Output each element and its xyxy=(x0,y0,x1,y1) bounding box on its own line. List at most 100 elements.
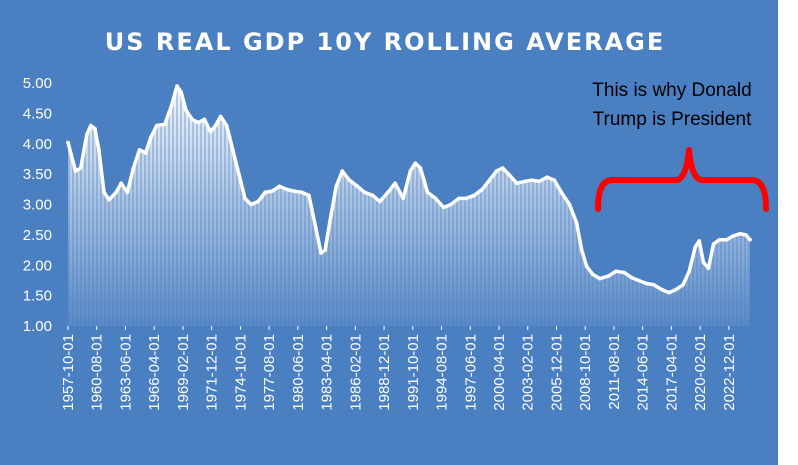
data-point xyxy=(231,148,235,152)
x-tick-label: 1957-10-01 xyxy=(60,334,77,411)
data-point xyxy=(179,90,183,94)
data-point xyxy=(515,181,519,185)
data-point xyxy=(660,287,664,292)
x-tick-label: 1986-02-01 xyxy=(347,334,364,411)
data-point xyxy=(464,196,468,201)
data-point xyxy=(347,178,352,182)
data-point xyxy=(667,290,671,295)
y-tick-label: 2.00 xyxy=(23,257,52,274)
x-tick-label: 2020-02-01 xyxy=(692,334,709,411)
data-point xyxy=(408,169,413,173)
chart-title: US REAL GDP 10Y ROLLING AVERAGE xyxy=(105,28,666,56)
data-point xyxy=(323,248,327,252)
data-point xyxy=(711,242,716,246)
data-point xyxy=(85,132,89,137)
data-point xyxy=(545,175,549,179)
data-point xyxy=(606,274,610,279)
data-point xyxy=(370,193,375,198)
series-area-stripes xyxy=(68,86,750,326)
data-point xyxy=(744,233,748,237)
data-point xyxy=(175,84,179,88)
series-line xyxy=(66,84,752,295)
data-point xyxy=(614,269,618,274)
data-point xyxy=(125,190,130,195)
data-point xyxy=(567,202,572,207)
x-tick-label: 1963-06-01 xyxy=(117,334,134,411)
data-point xyxy=(629,275,634,280)
x-tick-label: 1969-02-01 xyxy=(175,334,192,411)
data-point xyxy=(731,234,735,238)
data-point xyxy=(93,126,97,131)
data-point xyxy=(748,237,752,242)
x-tick-label: 1988-12-01 xyxy=(376,334,393,411)
data-point xyxy=(107,197,111,202)
data-point xyxy=(89,123,93,128)
data-point xyxy=(574,220,579,225)
data-point xyxy=(202,117,207,122)
data-point xyxy=(480,187,485,192)
x-tick-label: 1966-04-01 xyxy=(146,334,163,411)
y-tick-label: 2.50 xyxy=(23,227,52,244)
data-point xyxy=(441,205,446,210)
data-point xyxy=(393,181,397,185)
x-tick-label: 1980-06-01 xyxy=(290,334,307,411)
x-tick-label: 2003-02-01 xyxy=(520,334,537,411)
data-point xyxy=(472,193,477,198)
data-point xyxy=(500,166,505,170)
data-point xyxy=(78,166,83,170)
x-tick-label: 2014-06-01 xyxy=(635,334,652,411)
data-point xyxy=(552,178,557,182)
x-tick-label: 1983-04-01 xyxy=(319,334,336,411)
data-point xyxy=(340,169,345,173)
data-point xyxy=(263,190,268,195)
x-tick-label: 2017-04-01 xyxy=(663,334,680,411)
data-point xyxy=(693,245,697,249)
data-point xyxy=(143,151,148,155)
data-point xyxy=(119,181,123,185)
data-point xyxy=(579,248,584,252)
data-point xyxy=(449,202,453,207)
data-point xyxy=(362,190,367,195)
data-point xyxy=(591,272,595,277)
y-tick-label: 1.00 xyxy=(23,318,52,335)
data-point xyxy=(494,169,499,173)
data-point xyxy=(307,193,311,198)
data-point xyxy=(457,196,461,201)
data-point xyxy=(401,196,406,201)
data-point xyxy=(506,172,511,176)
data-point xyxy=(218,114,223,119)
data-point xyxy=(687,269,691,274)
data-point xyxy=(148,135,153,140)
data-point xyxy=(277,184,282,189)
data-point xyxy=(537,179,541,184)
data-point xyxy=(697,239,702,243)
data-point xyxy=(249,202,253,207)
chart-frame: US REAL GDP 10Y ROLLING AVERAGE 5.00 4.50… xyxy=(0,0,778,465)
data-point xyxy=(530,178,534,182)
data-point xyxy=(738,231,742,236)
data-point xyxy=(284,187,289,192)
x-tick-label: 2022-12-01 xyxy=(721,334,738,411)
data-point xyxy=(717,237,722,242)
data-point xyxy=(674,287,678,292)
data-point xyxy=(334,184,339,189)
data-point xyxy=(584,264,589,269)
x-tick-label: 2008-10-01 xyxy=(577,334,594,411)
y-tick-label: 4.50 xyxy=(23,105,52,122)
data-point xyxy=(154,123,159,128)
data-point xyxy=(131,166,136,170)
annotation: This is why Donald Trump is President xyxy=(592,80,769,212)
data-point xyxy=(651,282,656,287)
data-point xyxy=(114,190,118,195)
data-point xyxy=(425,190,430,195)
data-point xyxy=(102,190,106,195)
data-point xyxy=(163,122,167,127)
data-point xyxy=(319,251,323,255)
plot-area xyxy=(66,84,752,326)
data-point xyxy=(213,123,218,128)
x-tick-label: 1960-08-01 xyxy=(89,334,106,411)
y-tick-label: 1.50 xyxy=(23,288,52,305)
data-point xyxy=(270,189,275,193)
y-tick-label: 3.00 xyxy=(23,197,52,214)
data-point xyxy=(256,199,260,204)
